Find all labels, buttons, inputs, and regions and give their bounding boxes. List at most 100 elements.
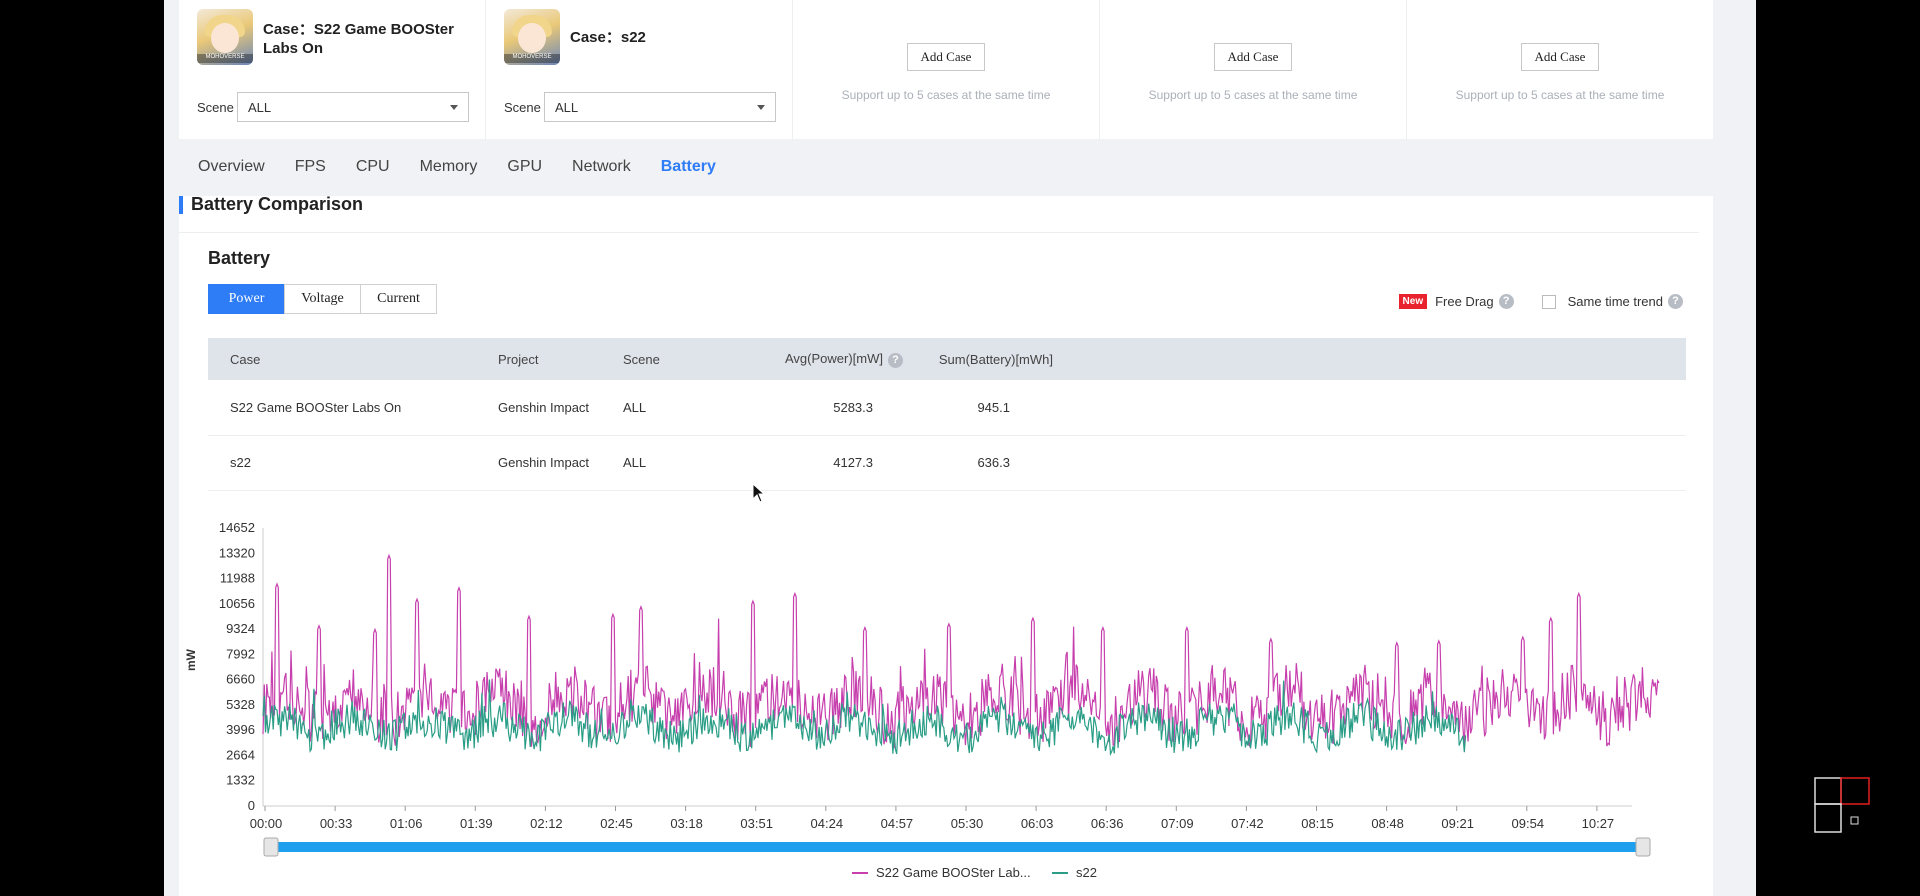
scene-select[interactable]: ALL — [544, 92, 776, 122]
tab-overview[interactable]: Overview — [198, 158, 265, 175]
add-case-slot: Add Case Support up to 5 cases at the sa… — [1100, 0, 1407, 139]
x-tick-label: 06:03 — [1021, 816, 1054, 831]
add-case-slot: Add Case Support up to 5 cases at the sa… — [793, 0, 1100, 139]
scene-select[interactable]: ALL — [237, 92, 469, 122]
legend-label-series2[interactable]: s22 — [1076, 865, 1097, 880]
scene-label: Scene — [504, 100, 541, 115]
case-title: Case：S22 Game BOOSter Labs On — [263, 21, 454, 57]
tab-memory[interactable]: Memory — [419, 158, 478, 175]
tab-cpu[interactable]: CPU — [355, 158, 390, 175]
battery-panel: Battery Comparison Battery Power Voltage… — [179, 194, 1713, 896]
y-tick-label: 14652 — [219, 520, 255, 535]
add-case-button[interactable]: Add Case — [1521, 43, 1599, 71]
tab-battery[interactable]: Battery — [660, 158, 716, 175]
y-tick-label: 9324 — [226, 621, 255, 636]
range-slider-left-handle[interactable] — [263, 837, 279, 857]
y-tick-label: 3996 — [226, 722, 255, 737]
x-tick-label: 00:33 — [320, 816, 353, 831]
legend-label-series1[interactable]: S22 Game BOOSter Lab... — [876, 865, 1031, 880]
tab-network[interactable]: Network — [572, 158, 631, 175]
cell-project: Genshin Impact — [498, 435, 623, 491]
x-tick-label: 08:15 — [1301, 816, 1334, 831]
header-project: Project — [498, 338, 623, 380]
x-tick-label: 09:21 — [1441, 816, 1474, 831]
comparison-table: Case Project Scene Avg(Power)[mW]? Sum(B… — [208, 338, 1686, 491]
battery-heading: Battery — [208, 248, 271, 268]
scene-select-value: ALL — [248, 100, 272, 115]
y-tick-label: 7992 — [226, 646, 255, 661]
metric-tabs: Power Voltage Current — [208, 284, 437, 314]
scene-label: Scene — [197, 100, 234, 115]
x-tick-label: 04:24 — [811, 816, 844, 831]
x-tick-label: 03:18 — [670, 816, 703, 831]
y-tick-label: 10656 — [219, 596, 255, 611]
y-tick-label: 6660 — [226, 672, 255, 687]
same-time-trend-checkbox[interactable] — [1541, 294, 1556, 309]
mouse-cursor-icon — [752, 482, 766, 503]
section-title: Battery Comparison — [191, 194, 364, 214]
series-line-2 — [262, 679, 1467, 757]
cell-avg-power: 5283.3 — [723, 380, 903, 436]
tab-voltage[interactable]: Voltage — [284, 284, 361, 314]
add-case-slot: Add Case Support up to 5 cases at the sa… — [1407, 0, 1713, 139]
same-time-trend-label: Same time trend — [1567, 294, 1663, 309]
table-header-row: Case Project Scene Avg(Power)[mW]? Sum(B… — [208, 338, 1686, 380]
cell-sum-battery: 945.1 — [903, 380, 1053, 436]
caret-down-icon — [757, 105, 765, 110]
x-tick-label: 03:51 — [740, 816, 773, 831]
help-icon[interactable]: ? — [1498, 294, 1514, 309]
range-slider-right-handle[interactable] — [1635, 837, 1651, 857]
x-tick-label: 08:48 — [1371, 816, 1404, 831]
case-card-2: MOHOVERSE Case：s22 Scene ALL — [486, 0, 793, 139]
tab-fps[interactable]: FPS — [294, 158, 326, 175]
y-tick-label: 1332 — [226, 773, 255, 788]
table-row[interactable]: s22 Genshin Impact ALL 4127.3 636.3 — [208, 435, 1686, 491]
recording-overlay-icon — [1814, 777, 1870, 833]
x-tick-label: 07:42 — [1231, 816, 1264, 831]
case-bar: MOHOVERSE Case：S22 Game BOOSter Labs On … — [179, 0, 1713, 139]
y-axis-label: mW — [184, 648, 198, 671]
tab-gpu[interactable]: GPU — [507, 158, 543, 175]
cell-case: S22 Game BOOSter Labs On — [208, 380, 498, 436]
free-drag-label: Free Drag — [1435, 294, 1494, 309]
add-case-button[interactable]: Add Case — [1214, 43, 1292, 71]
x-tick-label: 02:45 — [600, 816, 633, 831]
header-avg-power: Avg(Power)[mW]? — [723, 338, 903, 380]
x-tick-label: 06:36 — [1091, 816, 1124, 831]
caret-down-icon — [450, 105, 458, 110]
help-icon[interactable]: ? — [888, 352, 903, 368]
y-tick-label: 11988 — [220, 571, 255, 586]
cell-scene: ALL — [623, 380, 723, 436]
x-tick-label: 01:06 — [390, 816, 423, 831]
app-window: MOHOVERSE Case：S22 Game BOOSter Labs On … — [164, 0, 1756, 896]
game-thumbnail: MOHOVERSE — [504, 9, 560, 65]
add-case-button[interactable]: Add Case — [907, 43, 985, 71]
case-card-1: MOHOVERSE Case：S22 Game BOOSter Labs On … — [179, 0, 486, 139]
header-case: Case — [208, 338, 498, 380]
header-avg-power-label: Avg(Power)[mW] — [785, 350, 883, 366]
divider — [179, 232, 1699, 233]
x-tick-label: 10:27 — [1582, 816, 1615, 831]
x-tick-label: 00:00 — [250, 816, 283, 831]
help-icon[interactable]: ? — [1668, 294, 1683, 309]
x-tick-label: 07:09 — [1161, 816, 1194, 831]
header-sum-battery: Sum(Battery)[mWh] — [903, 338, 1053, 380]
game-thumbnail: MOHOVERSE — [197, 9, 253, 65]
table-row[interactable]: S22 Game BOOSter Labs On Genshin Impact … — [208, 380, 1686, 436]
y-tick-label: 13320 — [219, 545, 255, 560]
range-slider-track[interactable] — [267, 842, 1642, 852]
x-tick-label: 02:12 — [530, 816, 563, 831]
x-tick-label: 01:39 — [460, 816, 493, 831]
cell-case: s22 — [208, 435, 498, 491]
new-badge: New — [1398, 294, 1428, 309]
header-scene: Scene — [623, 338, 723, 380]
x-tick-label: 04:57 — [881, 816, 914, 831]
series-line-1 — [262, 553, 1660, 749]
cell-project: Genshin Impact — [498, 380, 623, 436]
metric-nav: Overview FPS CPU Memory GPU Network Batt… — [198, 158, 746, 178]
thumbnail-tag: MOHOVERSE — [197, 54, 253, 63]
tab-current[interactable]: Current — [360, 284, 437, 314]
y-tick-label: 0 — [248, 798, 255, 813]
cell-avg-power: 4127.3 — [723, 435, 903, 491]
tab-power[interactable]: Power — [208, 284, 285, 314]
